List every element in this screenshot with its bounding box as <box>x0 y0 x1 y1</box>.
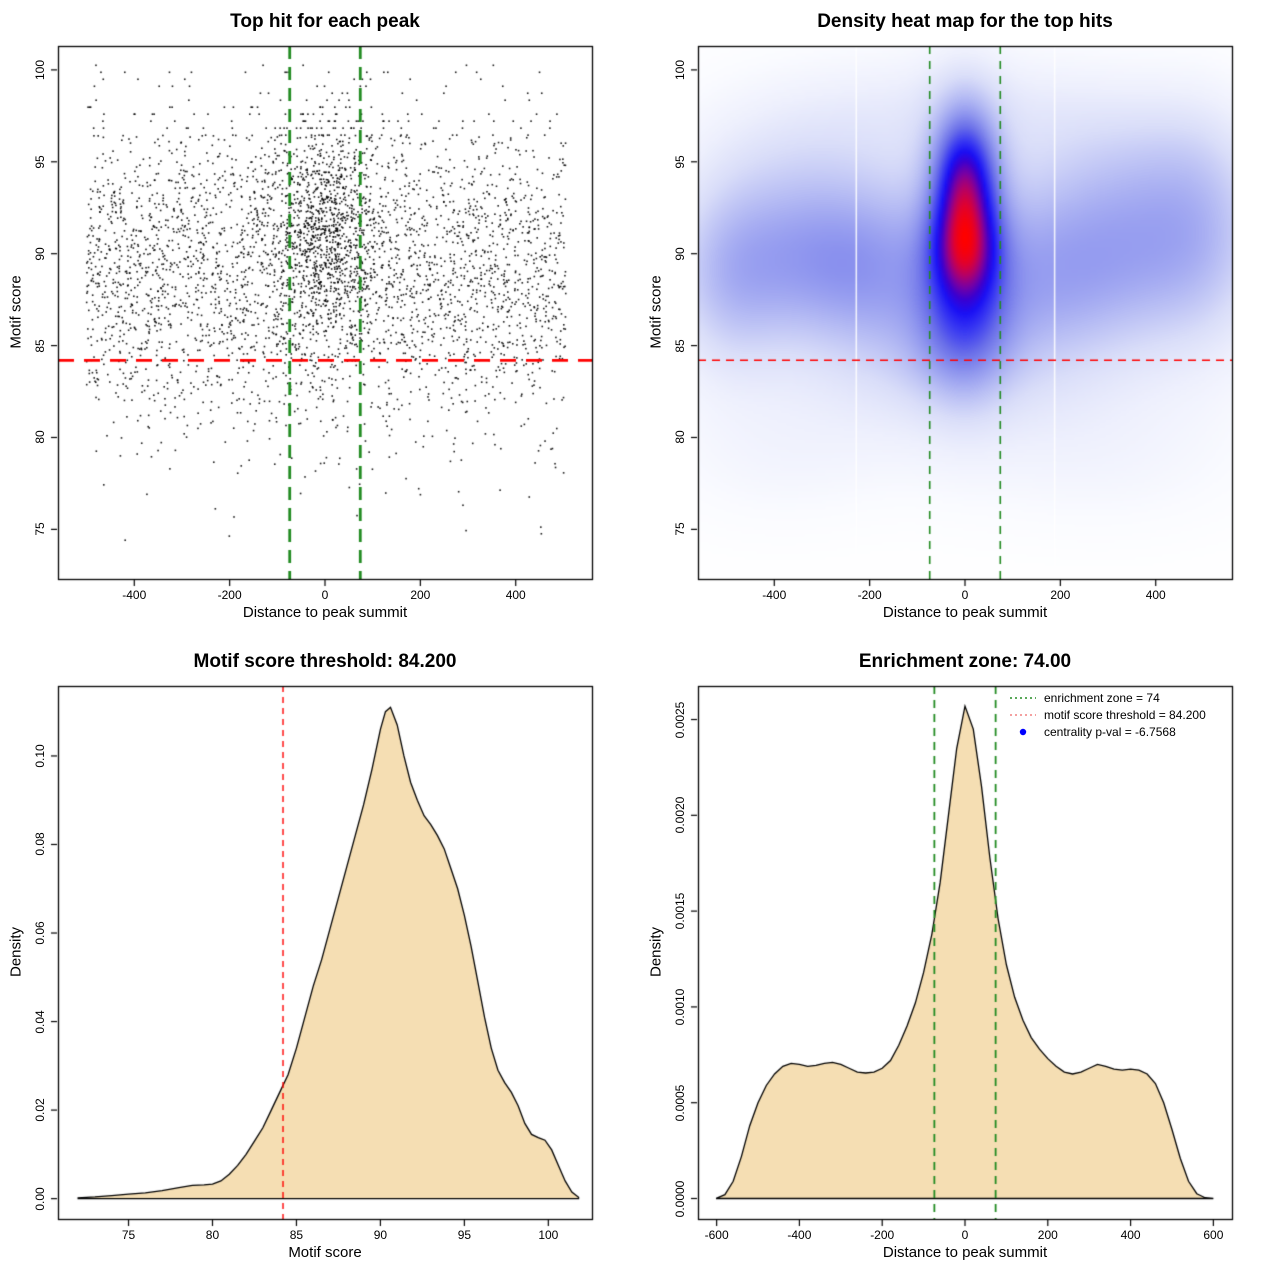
legend-label: motif score threshold = 84.200 <box>1044 708 1206 722</box>
chart-title: Enrichment zone: 74.00 <box>858 651 1072 672</box>
y-tick-label: 95 <box>673 155 687 169</box>
x-tick-label: -200 <box>857 588 882 602</box>
y-axis-label: Motif score <box>647 275 665 349</box>
x-tick-label: -400 <box>762 588 787 602</box>
x-tick-label: 100 <box>538 1228 559 1242</box>
x-tick-label: 85 <box>289 1228 304 1242</box>
heatmap-canvas <box>640 0 1280 640</box>
x-tick-label: 200 <box>1037 1228 1058 1242</box>
x-tick-label: -400 <box>122 588 147 602</box>
chart-title: Top hit for each peak <box>230 11 420 32</box>
x-tick-label: 0 <box>961 1228 969 1242</box>
red-dotted-line-icon <box>1010 714 1036 716</box>
y-tick-label: 0.0025 <box>673 701 687 738</box>
y-tick-label: 0.0020 <box>673 796 687 834</box>
y-axis-label: Motif score <box>7 275 25 349</box>
legend-item-score-threshold: motif score threshold = 84.200 <box>1008 707 1206 723</box>
y-tick-label: 0.02 <box>33 1098 47 1122</box>
y-tick-label: 0.08 <box>33 832 47 857</box>
y-axis-label: Density <box>647 926 665 978</box>
chart-title: Density heat map for the top hits <box>817 11 1113 32</box>
y-axis-label: Density <box>7 926 25 978</box>
x-tick-label: 600 <box>1203 1228 1224 1242</box>
scatter-canvas <box>0 0 640 640</box>
x-tick-label: 80 <box>205 1228 220 1242</box>
y-tick-label: 90 <box>673 246 687 261</box>
x-tick-label: 200 <box>410 588 431 602</box>
x-tick-label: 95 <box>457 1228 472 1242</box>
y-tick-label: 90 <box>33 246 47 261</box>
x-axis-label: Distance to peak summit <box>882 604 1048 621</box>
x-axis-label: Distance to peak summit <box>882 1244 1048 1261</box>
x-tick-label: 200 <box>1050 588 1071 602</box>
green-dotted-line-icon <box>1010 697 1036 699</box>
x-tick-label: -200 <box>217 588 242 602</box>
x-tick-label: 0 <box>961 588 969 602</box>
x-tick-label: 90 <box>373 1228 388 1242</box>
legend: enrichment zone = 74 motif score thresho… <box>1008 690 1206 741</box>
legend-item-enrichment-zone: enrichment zone = 74 <box>1008 690 1206 706</box>
x-tick-label: 400 <box>1145 588 1166 602</box>
y-tick-label: 80 <box>673 430 687 445</box>
y-tick-label: 0.06 <box>33 921 47 945</box>
distance-density-canvas <box>640 640 1280 1280</box>
x-tick-label: -200 <box>870 1228 895 1242</box>
y-tick-label: 0.00 <box>33 1186 47 1211</box>
y-tick-label: 0.0005 <box>673 1084 687 1122</box>
x-tick-label: -600 <box>704 1228 729 1242</box>
y-tick-label: 85 <box>673 338 687 353</box>
distance-density-panel: Enrichment zone: 74.00 Distance to peak … <box>640 640 1280 1280</box>
x-tick-label: 75 <box>121 1228 136 1242</box>
legend-label: enrichment zone = 74 <box>1044 691 1160 705</box>
heatmap-panel: Density heat map for the top hits Distan… <box>640 0 1280 640</box>
x-tick-label: 400 <box>1120 1228 1141 1242</box>
y-tick-label: 0.0010 <box>673 988 687 1026</box>
x-axis-label: Distance to peak summit <box>242 604 408 621</box>
y-tick-label: 0.04 <box>33 1009 47 1034</box>
x-tick-label: 0 <box>321 588 329 602</box>
x-tick-label: -400 <box>787 1228 812 1242</box>
x-axis-label: Motif score <box>288 1244 362 1261</box>
y-tick-label: 85 <box>33 338 47 353</box>
y-tick-label: 0.0015 <box>673 892 687 930</box>
score-density-panel: Motif score threshold: 84.200 Motif scor… <box>0 640 640 1280</box>
y-tick-label: 75 <box>673 522 687 537</box>
y-tick-label: 100 <box>33 59 47 80</box>
y-tick-label: 0.10 <box>33 744 47 768</box>
y-tick-label: 0.0000 <box>673 1180 687 1217</box>
legend-item-centrality-pval: centrality p-val = -6.7568 <box>1008 724 1206 740</box>
chart-title: Motif score threshold: 84.200 <box>193 651 457 672</box>
x-tick-label: 400 <box>505 588 526 602</box>
blue-point-icon <box>1019 728 1027 736</box>
y-tick-label: 80 <box>33 430 47 445</box>
legend-label: centrality p-val = -6.7568 <box>1044 725 1176 739</box>
scatter-panel: Top hit for each peak Distance to peak s… <box>0 0 640 640</box>
y-tick-label: 95 <box>33 155 47 169</box>
score-density-canvas <box>0 640 640 1280</box>
y-tick-label: 100 <box>673 59 687 80</box>
y-tick-label: 75 <box>33 522 47 537</box>
